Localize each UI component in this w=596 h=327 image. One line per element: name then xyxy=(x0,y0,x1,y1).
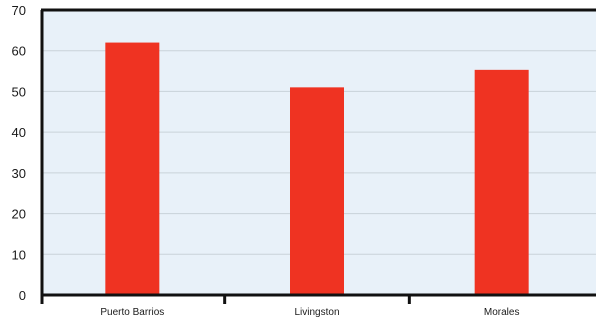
y-tick-label: 60 xyxy=(12,44,26,59)
y-tick-label: 40 xyxy=(12,125,26,140)
y-tick-label: 10 xyxy=(12,247,26,262)
y-tick-label: 30 xyxy=(12,166,26,181)
bar xyxy=(105,42,160,296)
y-tick-label: 70 xyxy=(12,3,26,18)
bar xyxy=(290,87,344,295)
bars xyxy=(105,42,529,296)
y-tick-label: 0 xyxy=(19,288,26,303)
axes xyxy=(40,8,596,304)
x-tick-labels: Puerto Barrios Livingston Morales xyxy=(100,307,519,318)
x-tick-label: Livingston xyxy=(294,307,339,318)
y-tick-label: 50 xyxy=(12,84,26,99)
x-tick-label: Morales xyxy=(484,307,520,318)
x-tick-label: Puerto Barrios xyxy=(100,307,164,318)
bar xyxy=(474,69,529,295)
y-tick-label: 20 xyxy=(12,207,26,222)
y-tick-labels: 0 10 20 30 40 50 60 70 xyxy=(12,3,26,303)
